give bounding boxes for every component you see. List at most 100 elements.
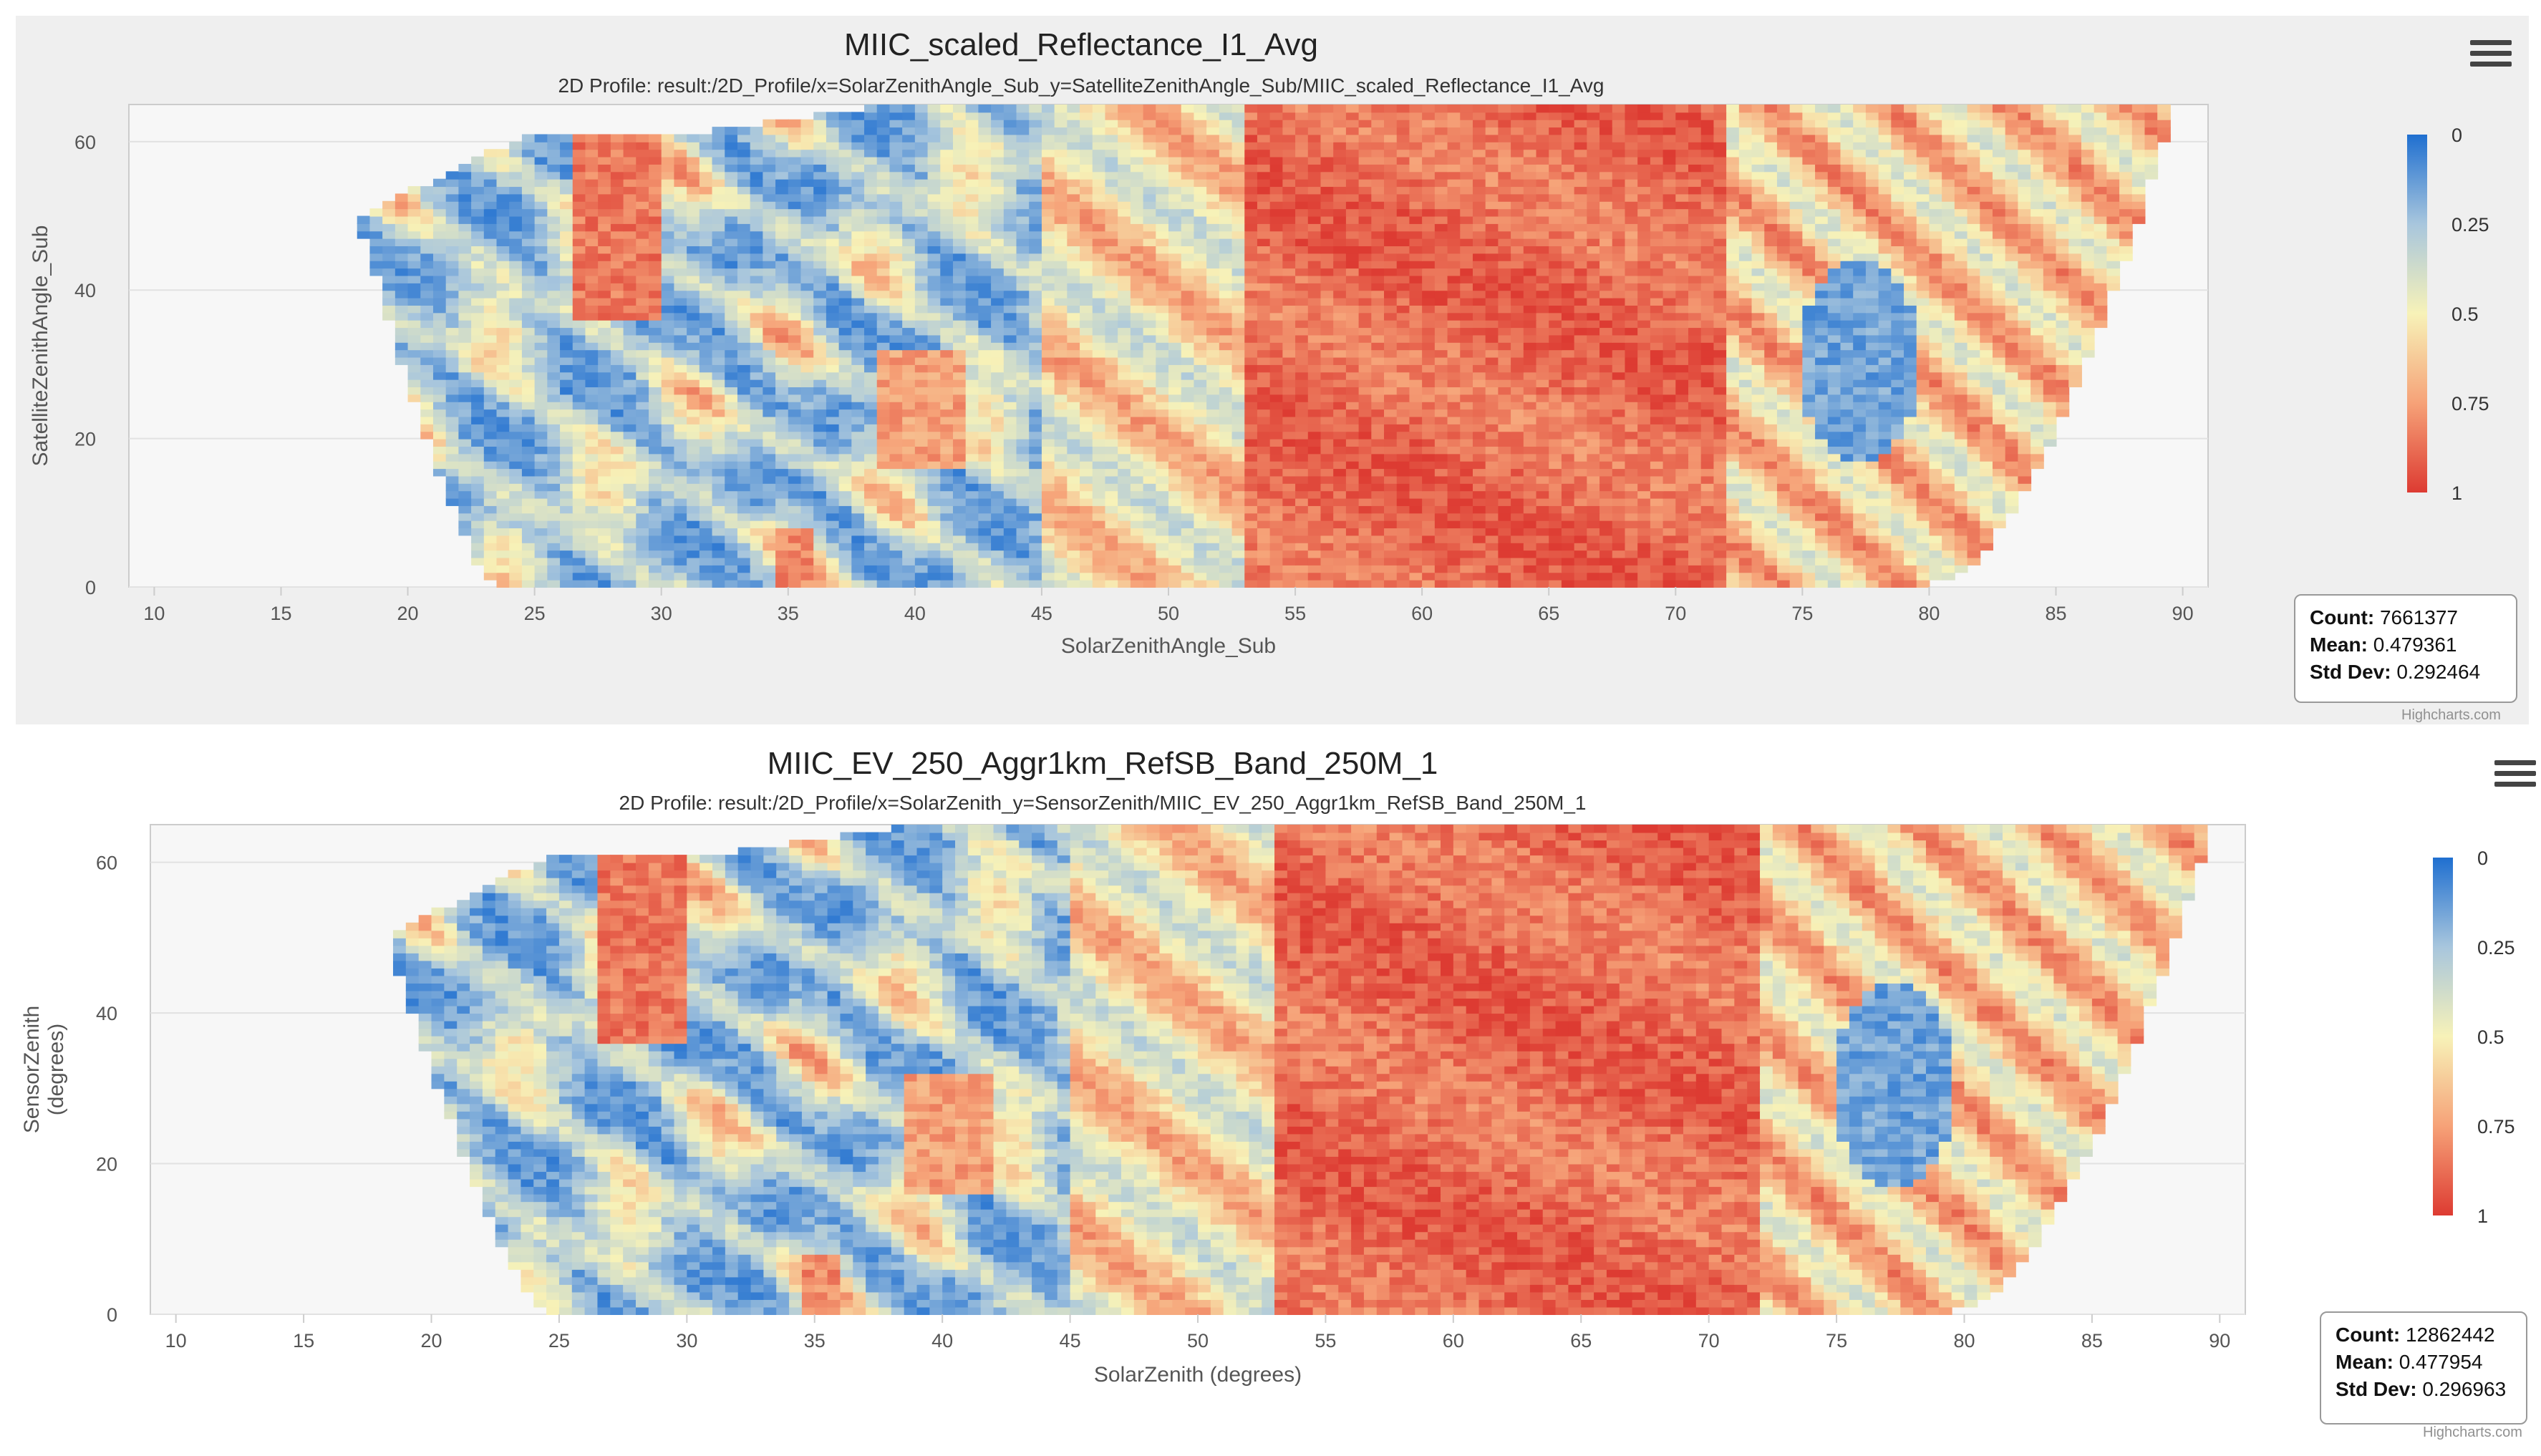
heatmap-cell bbox=[1345, 453, 1360, 462]
heatmap-cell bbox=[1156, 297, 1169, 306]
heatmap-cell bbox=[1003, 304, 1017, 314]
heatmap-cell bbox=[1307, 356, 1322, 365]
heatmap-cell bbox=[407, 349, 422, 358]
heatmap-cell bbox=[1472, 498, 1486, 506]
heatmap-cell bbox=[1865, 401, 1879, 410]
heatmap-cell bbox=[952, 550, 967, 558]
heatmap-cell bbox=[1587, 341, 1601, 351]
heatmap-cell bbox=[1460, 379, 1473, 388]
heatmap-cell bbox=[636, 542, 649, 551]
heatmap-cell bbox=[1029, 401, 1042, 410]
heatmap-cell bbox=[889, 409, 904, 417]
heatmap-cell bbox=[1865, 364, 1879, 373]
heatmap-cell bbox=[585, 468, 599, 477]
heatmap-cell bbox=[699, 304, 713, 314]
heatmap-cell bbox=[1929, 387, 1943, 395]
heatmap-cell bbox=[1536, 528, 1550, 536]
heatmap-cell bbox=[1980, 394, 1993, 402]
heatmap-cell bbox=[965, 542, 979, 551]
heatmap-cell bbox=[1282, 356, 1297, 365]
heatmap-cell bbox=[1599, 319, 1613, 329]
heatmap-cell bbox=[560, 482, 573, 492]
heatmap-cell bbox=[1345, 475, 1360, 484]
heatmap-cell bbox=[661, 438, 675, 447]
heatmap-cell bbox=[1827, 505, 1841, 514]
heatmap-cell bbox=[1472, 475, 1486, 484]
heatmap-cell bbox=[661, 387, 675, 395]
heatmap-cell bbox=[2031, 416, 2044, 424]
heatmap-cell bbox=[1738, 319, 1753, 329]
heatmap-cell bbox=[1840, 542, 1854, 551]
heatmap-cell bbox=[1738, 550, 1753, 558]
heatmap-cell bbox=[1016, 557, 1030, 566]
heatmap-cell bbox=[737, 379, 751, 388]
heatmap-cell bbox=[649, 409, 662, 417]
heatmap-cell bbox=[1840, 438, 1854, 447]
heatmap-cell bbox=[1080, 372, 1093, 380]
heatmap-cell bbox=[1764, 387, 1778, 395]
heatmap-cell bbox=[1764, 520, 1778, 529]
heatmap-cell bbox=[1118, 379, 1131, 388]
heatmap-cell bbox=[750, 513, 764, 521]
heatmap-cell bbox=[687, 445, 700, 455]
chart-menu-button[interactable] bbox=[2470, 40, 2512, 73]
heatmap-cell bbox=[1574, 416, 1588, 424]
heatmap-cell bbox=[952, 297, 967, 306]
heatmap-cell bbox=[560, 557, 573, 566]
heatmap-cell bbox=[1587, 409, 1601, 417]
heatmap-cell bbox=[1409, 304, 1423, 314]
heatmap-cell bbox=[2018, 401, 2032, 410]
heatmap-cell bbox=[509, 364, 523, 373]
chart-panel-reflectance: MIIC_scaled_Reflectance_I1_Avg 2D Profil… bbox=[16, 16, 2529, 724]
heatmap-cell bbox=[458, 334, 473, 343]
heatmap-cell bbox=[1092, 535, 1106, 543]
heatmap-cell bbox=[1865, 431, 1879, 440]
heatmap-cell bbox=[1257, 297, 1271, 306]
heatmap-cell bbox=[1244, 327, 1258, 336]
heatmap-cell bbox=[1472, 542, 1486, 551]
heatmap-cell bbox=[649, 453, 662, 462]
heatmap-cell bbox=[775, 304, 789, 314]
heatmap-cell bbox=[445, 290, 460, 299]
heatmap-cell bbox=[1345, 445, 1360, 455]
heatmap-cell bbox=[1904, 453, 1917, 462]
heatmap-cell bbox=[1016, 416, 1030, 424]
heatmap-cell bbox=[1371, 490, 1385, 499]
heatmap-cell bbox=[1472, 460, 1486, 470]
heatmap-cell bbox=[876, 498, 891, 506]
heatmap-cell bbox=[1650, 528, 1664, 536]
heatmap-cell bbox=[800, 372, 815, 380]
heatmap-cell bbox=[1891, 453, 1905, 462]
heatmap-cell bbox=[1231, 312, 1246, 321]
heatmap-cell bbox=[1472, 409, 1486, 417]
heatmap-cell bbox=[458, 445, 473, 455]
heatmap-cell bbox=[1003, 475, 1017, 484]
heatmap-cell bbox=[1789, 438, 1804, 447]
heatmap-cell bbox=[661, 409, 675, 417]
heatmap-cell bbox=[1929, 513, 1943, 521]
heatmap-cell bbox=[623, 319, 637, 329]
heatmap-cell bbox=[1384, 401, 1398, 410]
heatmap-cell bbox=[1345, 409, 1360, 417]
heatmap-cell bbox=[1738, 564, 1753, 573]
heatmap-cell bbox=[1891, 513, 1905, 521]
heatmap-cell bbox=[1384, 445, 1398, 455]
heatmap-cell bbox=[978, 490, 992, 499]
heatmap-cell bbox=[1003, 482, 1017, 492]
heatmap-cell bbox=[483, 334, 498, 343]
heatmap-cell bbox=[623, 409, 637, 417]
heatmap-cell bbox=[1764, 460, 1778, 470]
heatmap-cell bbox=[496, 394, 510, 402]
heatmap-cell bbox=[952, 475, 967, 484]
heatmap-cell bbox=[1637, 379, 1651, 388]
heatmap-cell bbox=[1194, 401, 1208, 410]
heatmap-cell bbox=[750, 312, 764, 321]
heatmap-cell bbox=[1840, 312, 1854, 321]
heatmap-cell bbox=[1980, 372, 1993, 380]
heatmap-cell bbox=[978, 520, 992, 529]
heatmap-cell bbox=[1485, 445, 1499, 455]
heatmap-cell bbox=[1156, 387, 1169, 395]
heatmap-cell bbox=[763, 490, 777, 499]
heatmap-cell bbox=[407, 394, 422, 402]
heatmap-cell bbox=[914, 297, 929, 306]
